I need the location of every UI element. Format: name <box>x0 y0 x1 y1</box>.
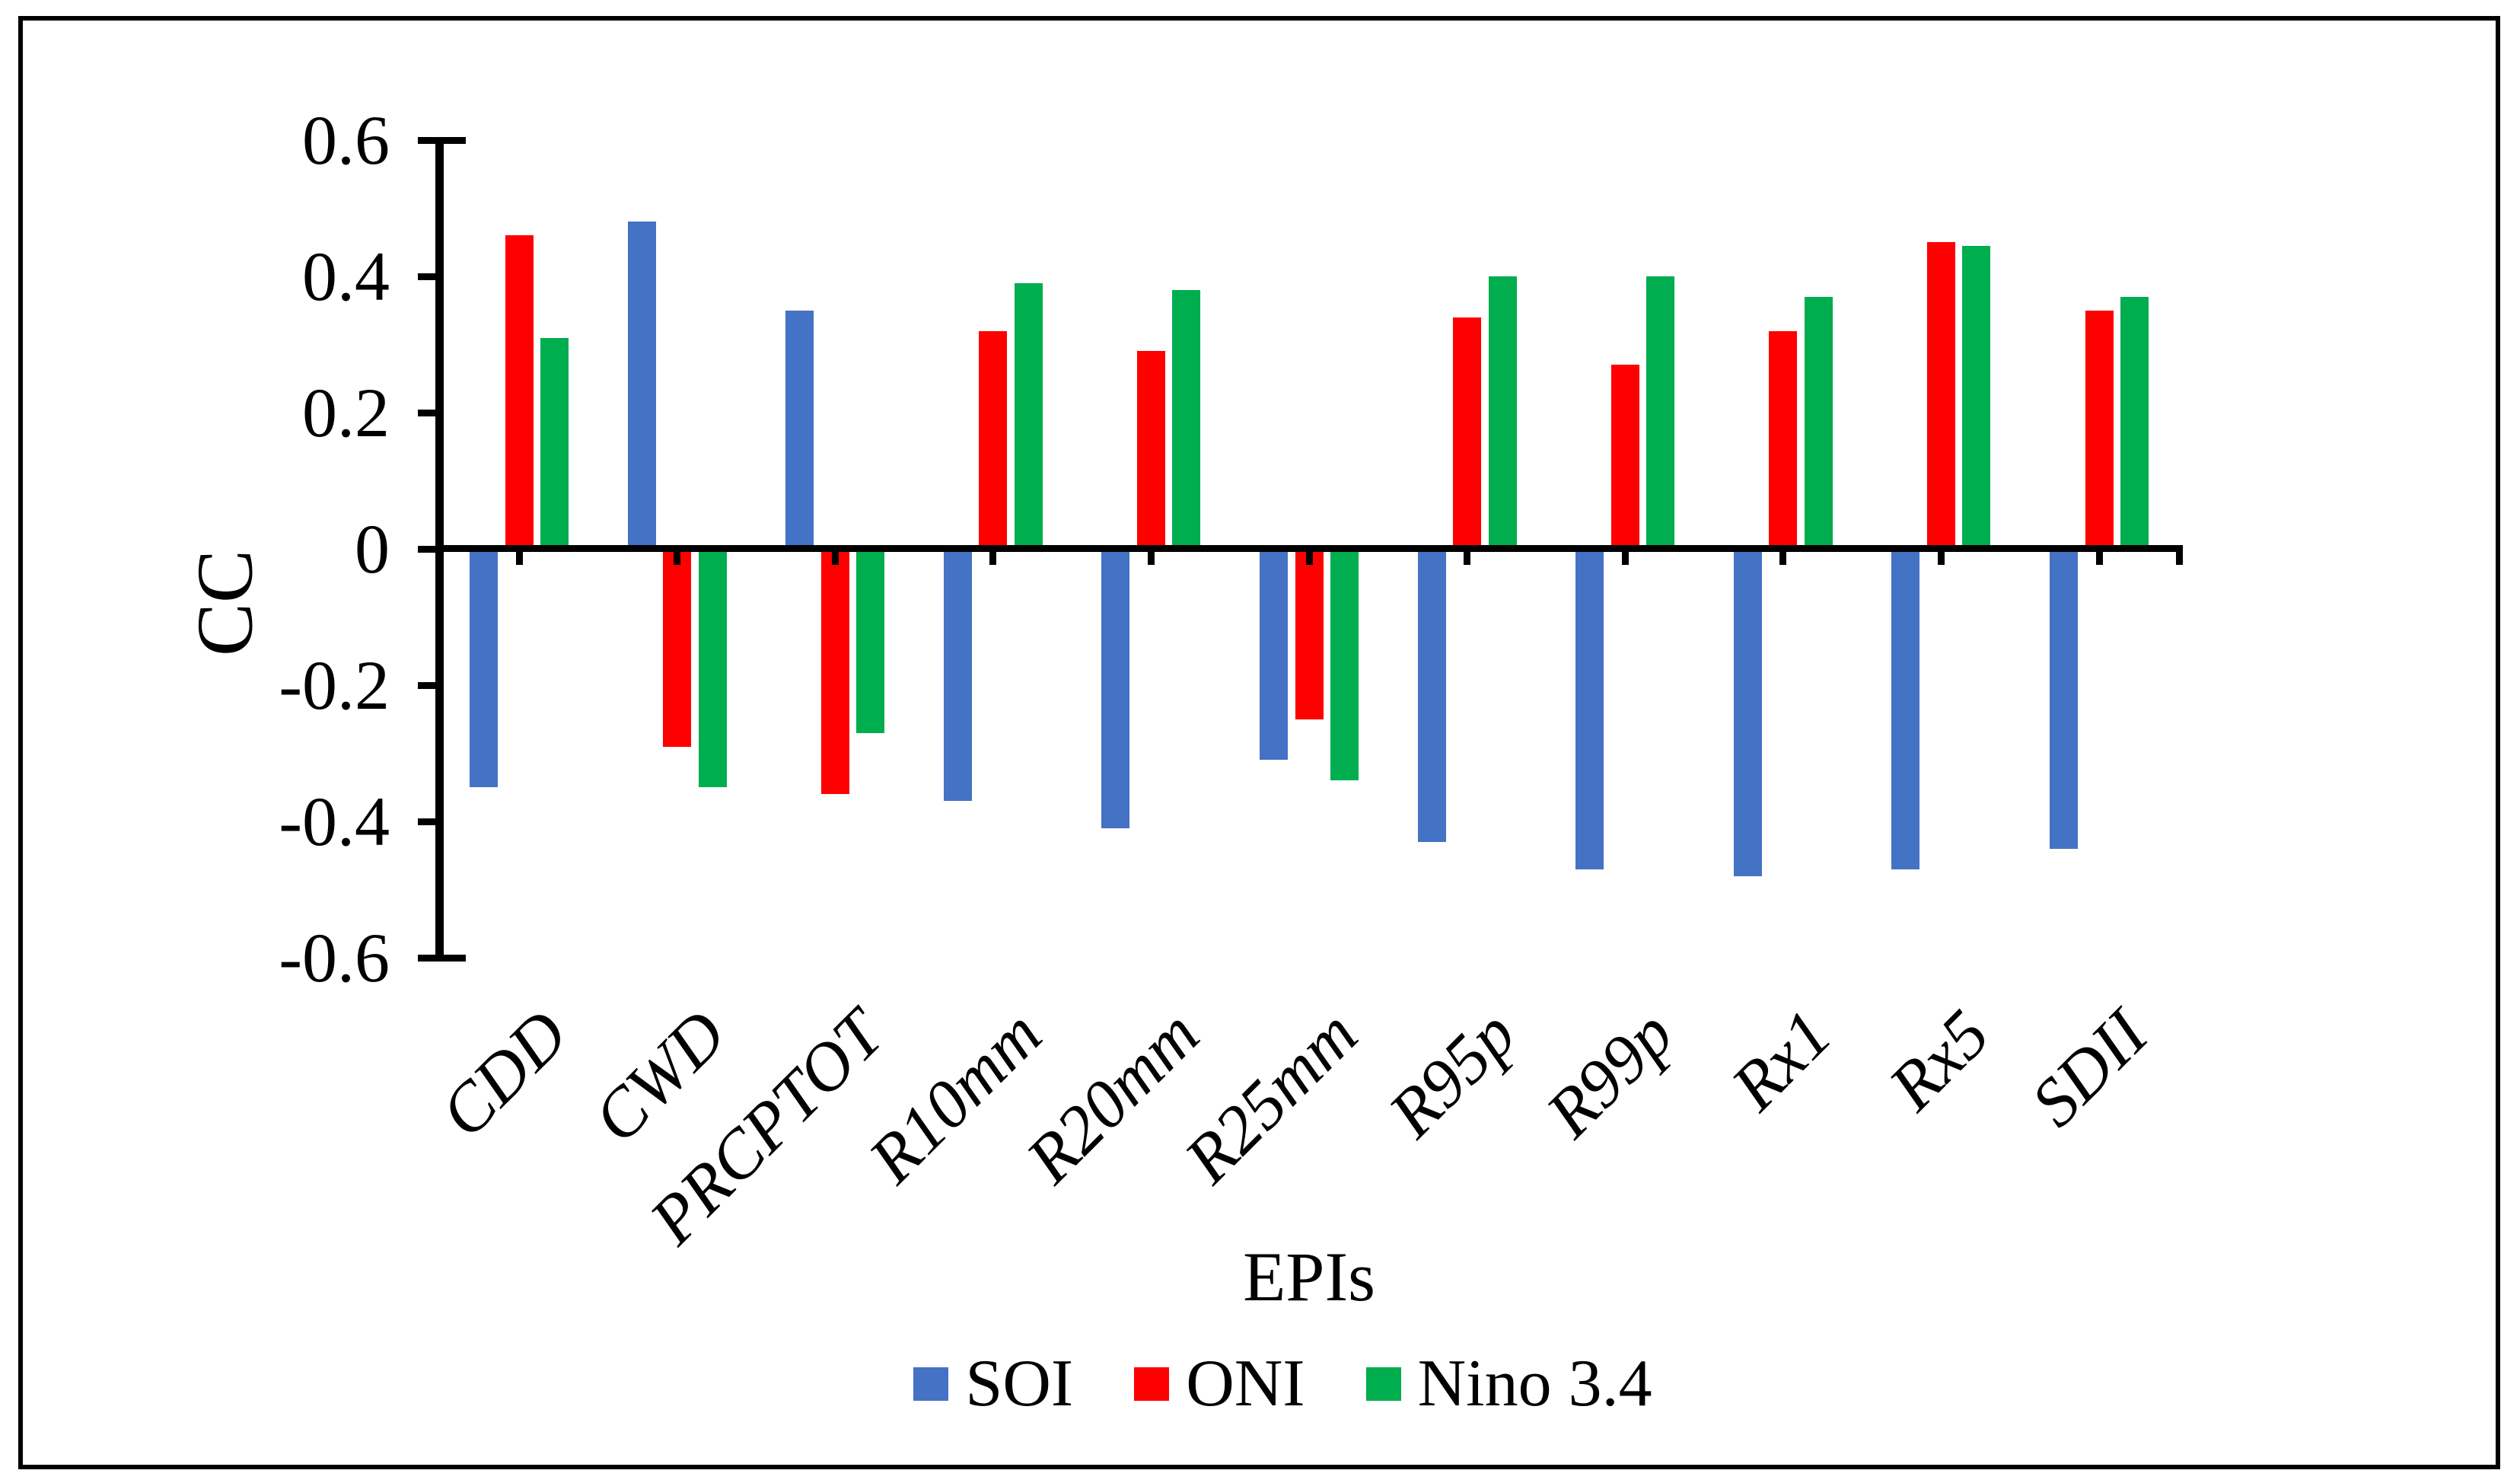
x-category-label-R25mm: R25mm <box>1171 996 1372 1198</box>
bar-SOI-R95p <box>1417 549 1446 842</box>
y-axis-tick <box>418 273 435 280</box>
bar-ONI-SDII <box>2085 310 2114 549</box>
x-category-label-R99p: R99p <box>1532 996 1688 1152</box>
legend-label: SOI <box>965 1347 1074 1421</box>
x-category-label-Rx1: Rx1 <box>1717 996 1846 1125</box>
bar-SOI-Rx1 <box>1733 549 1762 876</box>
x-axis-tick <box>1937 552 1945 565</box>
x-axis-tick <box>1305 552 1313 565</box>
x-axis-title: EPIs <box>1243 1238 1375 1316</box>
y-axis-tick <box>418 681 435 689</box>
x-category-label-R95p: R95p <box>1374 996 1531 1152</box>
y-axis-tick-label: -0.4 <box>279 783 390 860</box>
legend-label: Nino 3.4 <box>1417 1347 1652 1421</box>
x-axis-tick <box>674 552 681 565</box>
bar-Nino3.4-R20mm <box>1172 289 1201 549</box>
bar-ONI-Rx1 <box>1769 330 1798 549</box>
legend-item-SOI: SOI <box>913 1351 1073 1418</box>
bar-ONI-R25mm <box>1295 549 1324 719</box>
legend-swatch-icon <box>1134 1367 1170 1401</box>
bar-ONI-R95p <box>1453 317 1482 549</box>
y-axis-title: CC <box>180 549 269 657</box>
bar-ONI-R10mm <box>979 330 1008 549</box>
x-axis-tick <box>2095 552 2103 565</box>
bar-ONI-Rx5 <box>1926 242 1955 549</box>
x-category-label-R20mm: R20mm <box>1012 996 1214 1198</box>
bar-SOI-SDII <box>2050 549 2078 849</box>
y-axis-tick-label: -0.6 <box>279 919 390 997</box>
x-axis-tick <box>1779 552 1787 565</box>
bar-ONI-PRCPTOT <box>820 549 849 795</box>
bar-SOI-CDD <box>470 549 498 788</box>
x-axis-tick <box>1621 552 1629 565</box>
x-category-label-R10mm: R10mm <box>854 996 1056 1198</box>
bar-SOI-R10mm <box>943 549 972 802</box>
bar-SOI-CWD <box>627 222 656 549</box>
bar-SOI-R25mm <box>1260 549 1288 761</box>
bar-SOI-R20mm <box>1101 549 1130 828</box>
bar-Nino3.4-R95p <box>1488 276 1517 549</box>
bar-Nino3.4-Rx1 <box>1804 296 1833 549</box>
x-axis-tick <box>1464 552 1471 565</box>
legend-label: ONI <box>1186 1347 1305 1421</box>
x-category-label-Rx5: Rx5 <box>1875 996 2004 1125</box>
bar-ONI-R99p <box>1610 365 1639 549</box>
y-axis-tick <box>418 409 435 416</box>
x-axis-tick <box>515 552 523 565</box>
legend-item-Nino3.4: Nino 3.4 <box>1365 1347 1652 1421</box>
y-axis-tick <box>418 136 466 144</box>
x-axis-tick <box>831 552 839 565</box>
bar-SOI-Rx5 <box>1891 549 1920 869</box>
bar-SOI-PRCPTOT <box>785 310 814 549</box>
x-axis-tick <box>1147 552 1155 565</box>
x-category-label-CDD: CDD <box>426 996 582 1152</box>
y-axis-tick-label: 0.6 <box>302 101 390 179</box>
bar-Nino3.4-Rx5 <box>1962 245 1991 549</box>
y-axis-tick <box>418 545 435 553</box>
bar-Nino3.4-SDII <box>2120 296 2149 549</box>
y-axis-tick-label: 0.4 <box>302 238 390 315</box>
y-axis-tick <box>418 818 435 825</box>
y-axis-tick-label: 0 <box>355 510 390 588</box>
y-axis-tick <box>418 954 466 962</box>
legend-swatch-icon <box>913 1367 949 1401</box>
x-axis-tick <box>989 552 997 565</box>
bar-Nino3.4-CDD <box>540 337 569 549</box>
bar-Nino3.4-R10mm <box>1014 282 1043 549</box>
bar-ONI-R20mm <box>1136 351 1165 549</box>
x-category-label-SDII: SDII <box>2017 996 2162 1141</box>
y-axis-tick-label: 0.2 <box>302 374 390 451</box>
legend-swatch-icon <box>1365 1367 1401 1401</box>
bar-SOI-R99p <box>1575 549 1604 869</box>
y-axis-tick-label: -0.2 <box>279 646 390 724</box>
figure-frame: 0.6 0.4 0.2 0 -0.2 -0.4 -0.6 CDD CWD PRCPTOT R10mm… <box>18 16 2500 1469</box>
bar-Nino3.4-CWD <box>698 549 727 788</box>
bar-Nino3.4-R25mm <box>1330 549 1359 781</box>
bar-ONI-CWD <box>663 549 692 747</box>
bar-Nino3.4-R99p <box>1646 276 1675 549</box>
x-axis-end-tick <box>2176 552 2183 565</box>
x-axis-line <box>435 545 2183 552</box>
legend-item-ONI: ONI <box>1134 1351 1305 1418</box>
bar-Nino3.4-PRCPTOT <box>856 549 885 733</box>
legend: SOI ONI Nino 3.4 <box>23 1349 2520 1419</box>
bar-ONI-CDD <box>505 235 534 549</box>
